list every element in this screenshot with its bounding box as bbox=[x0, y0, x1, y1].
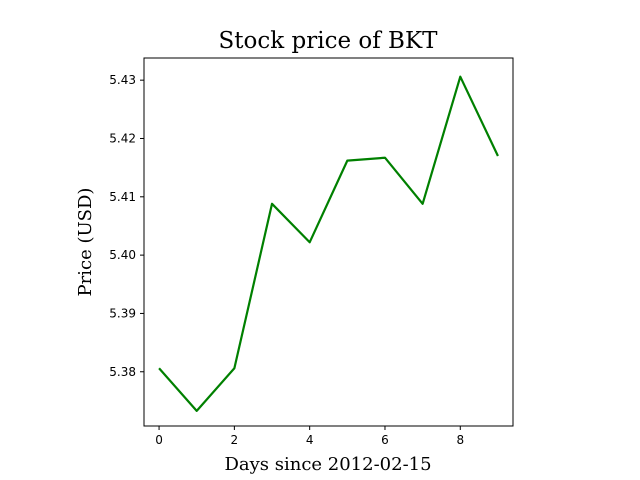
y-axis-ticks: 5.38 5.39 5.40 5.41 5.42 5.43 bbox=[109, 73, 144, 379]
x-tick-label: 0 bbox=[155, 433, 163, 447]
y-tick-label: 5.39 bbox=[109, 306, 136, 320]
y-tick-label: 5.42 bbox=[109, 131, 136, 145]
x-tick-label: 4 bbox=[306, 433, 314, 447]
chart-title: Stock price of BKT bbox=[219, 28, 439, 54]
x-tick-label: 2 bbox=[231, 433, 239, 447]
x-tick-label: 8 bbox=[456, 433, 464, 447]
y-tick-label: 5.40 bbox=[109, 248, 136, 262]
y-tick-label: 5.41 bbox=[109, 190, 136, 204]
y-axis-label: Price (USD) bbox=[75, 188, 96, 297]
x-axis-ticks: 0 2 4 6 8 bbox=[155, 426, 464, 447]
series-layer bbox=[158, 75, 499, 412]
x-tick-label: 6 bbox=[381, 433, 389, 447]
y-tick-label: 5.38 bbox=[109, 365, 136, 379]
plot-background bbox=[144, 58, 513, 426]
plot-area: 0 2 4 6 8 5.38 5.39 5.40 5.41 5.42 5.43 bbox=[109, 57, 514, 447]
plot-frame bbox=[143, 57, 514, 427]
y-tick-label: 5.43 bbox=[109, 73, 136, 87]
price-series-line bbox=[158, 75, 499, 412]
x-axis-label: Days since 2012-02-15 bbox=[224, 454, 431, 475]
